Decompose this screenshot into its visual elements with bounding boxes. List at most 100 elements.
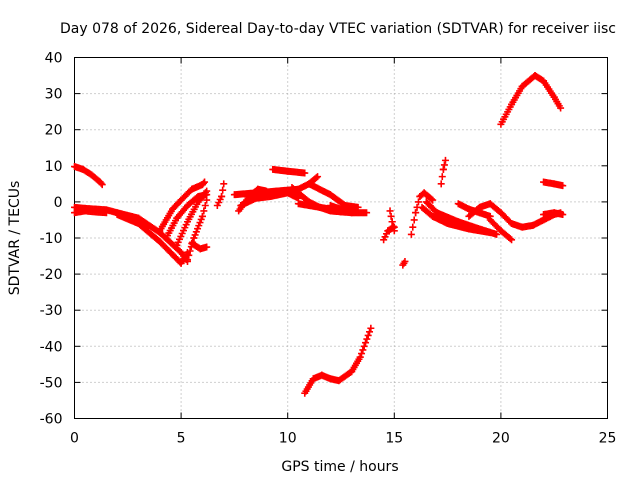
satellite-track bbox=[269, 165, 309, 177]
data-point bbox=[203, 243, 211, 251]
satellite-track bbox=[173, 187, 211, 249]
data-point bbox=[559, 182, 567, 190]
y-tick-label: -40 bbox=[40, 339, 63, 355]
y-tick-label: -20 bbox=[40, 267, 63, 283]
satellite-track bbox=[326, 202, 356, 215]
y-tick-label: -50 bbox=[40, 375, 63, 391]
y-tick-label: 0 bbox=[54, 195, 63, 211]
data-point bbox=[401, 257, 409, 265]
data-point bbox=[559, 211, 567, 219]
y-axis-label: SDTVAR / TECUs bbox=[7, 181, 23, 296]
data-point bbox=[387, 212, 395, 220]
data-point bbox=[412, 209, 420, 217]
data-point bbox=[437, 180, 445, 188]
satellite-track bbox=[486, 216, 516, 244]
y-tick-label: -30 bbox=[40, 303, 63, 319]
data-point bbox=[429, 196, 437, 204]
data-point bbox=[220, 180, 228, 188]
data-point bbox=[407, 230, 415, 238]
data-point bbox=[203, 196, 211, 204]
data-point bbox=[348, 207, 356, 215]
satellite-track bbox=[113, 211, 191, 267]
axis-ticks: 0 5 10 15 20 25 -60 -50 -40 -30 -20 -10 0 10 20 30 40 bbox=[40, 51, 617, 447]
data-point bbox=[98, 181, 106, 189]
data-point bbox=[390, 223, 398, 231]
data-point bbox=[409, 223, 417, 231]
data-point bbox=[312, 174, 320, 182]
satellite-track bbox=[301, 324, 375, 397]
data-point bbox=[201, 178, 209, 186]
y-tick-label: 10 bbox=[45, 159, 63, 175]
data-point bbox=[218, 192, 226, 200]
satellite-track bbox=[188, 239, 211, 253]
satellite-track bbox=[156, 178, 209, 235]
data-point bbox=[557, 104, 565, 112]
satellite-track bbox=[437, 156, 449, 188]
data-point bbox=[199, 179, 207, 187]
data-point bbox=[410, 216, 418, 224]
satellite-track bbox=[540, 209, 567, 219]
chart-title: Day 078 of 2026, Sidereal Day-to-day VTE… bbox=[60, 21, 616, 37]
data-point bbox=[203, 187, 211, 195]
x-axis-label: GPS time / hours bbox=[281, 459, 398, 475]
satellite-track bbox=[540, 178, 567, 190]
x-tick-label: 20 bbox=[492, 431, 510, 447]
data-point bbox=[360, 342, 368, 350]
data-point bbox=[364, 331, 372, 339]
data-point bbox=[201, 202, 209, 210]
data-point bbox=[440, 161, 448, 169]
data-point bbox=[508, 236, 516, 244]
satellite-track bbox=[71, 163, 106, 189]
data-point bbox=[414, 198, 422, 206]
data-point bbox=[362, 339, 370, 347]
x-tick-label: 15 bbox=[385, 431, 403, 447]
data-point bbox=[439, 165, 447, 173]
satellite-track bbox=[237, 189, 302, 210]
satellite-track bbox=[213, 180, 228, 210]
satellite-track bbox=[305, 180, 362, 211]
satellite-track bbox=[399, 257, 409, 269]
data-point bbox=[200, 207, 208, 215]
data-point bbox=[366, 328, 374, 336]
data-point bbox=[185, 251, 193, 259]
satellite-track bbox=[465, 200, 565, 231]
satellite-track bbox=[407, 189, 437, 238]
data-point bbox=[354, 203, 362, 211]
x-tick-label: 10 bbox=[279, 431, 297, 447]
data-point bbox=[363, 209, 371, 217]
data-point bbox=[359, 346, 367, 354]
data-point bbox=[301, 169, 309, 177]
y-tick-label: -10 bbox=[40, 231, 63, 247]
plot-frame bbox=[74, 57, 608, 419]
data-marks bbox=[71, 72, 567, 397]
data-point bbox=[358, 350, 366, 358]
y-tick-label: 30 bbox=[45, 87, 63, 103]
y-tick-label: -60 bbox=[40, 412, 63, 428]
data-point bbox=[388, 218, 396, 226]
satellite-track bbox=[71, 207, 110, 217]
data-point bbox=[438, 173, 446, 181]
data-point bbox=[506, 235, 514, 243]
data-point bbox=[386, 207, 394, 215]
data-point bbox=[367, 324, 375, 332]
x-tick-label: 0 bbox=[70, 431, 79, 447]
y-tick-label: 20 bbox=[45, 123, 63, 139]
y-tick-label: 40 bbox=[45, 51, 63, 67]
data-point bbox=[97, 179, 105, 187]
data-point bbox=[183, 256, 191, 264]
data-point bbox=[427, 195, 435, 203]
data-point bbox=[356, 353, 364, 361]
data-point bbox=[314, 173, 322, 181]
satellite-track bbox=[380, 223, 398, 244]
data-point bbox=[198, 212, 206, 220]
satellite-track bbox=[422, 198, 501, 238]
satellite-track bbox=[497, 72, 565, 128]
x-tick-label: 5 bbox=[177, 431, 186, 447]
data-point bbox=[102, 209, 110, 217]
data-point bbox=[219, 186, 227, 194]
data-point bbox=[186, 247, 194, 255]
x-tick-label: 25 bbox=[599, 431, 617, 447]
data-point bbox=[363, 335, 371, 343]
data-point bbox=[493, 230, 501, 238]
